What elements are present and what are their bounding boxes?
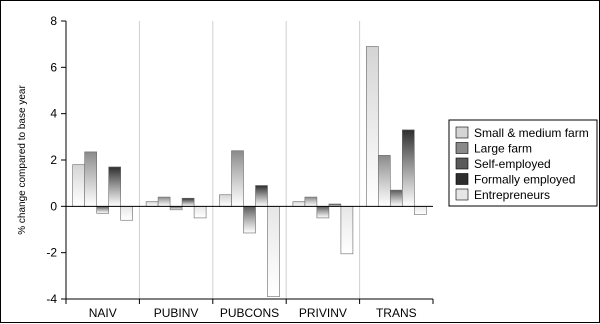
bar-privinv-series-1 [292, 201, 306, 207]
bar-privinv-series-3 [316, 206, 330, 219]
bar-naiv-series-5 [120, 206, 133, 221]
bar-pubcons-series-1 [219, 194, 232, 207]
legend-entry: Entrepreneurs [474, 188, 550, 202]
bar-trans-series-3 [389, 189, 403, 207]
legend-swatch [455, 188, 469, 201]
y-axis-label: % change compared to base year [17, 85, 28, 235]
bar-pubinv-series-2 [157, 196, 171, 207]
bar-trans-series-1 [365, 46, 379, 207]
bar-pubcons-series-3 [243, 206, 256, 234]
bar-privinv-series-5 [340, 206, 354, 255]
bar-naiv-series-1 [72, 164, 85, 207]
y-tick-label: 8 [50, 14, 57, 28]
legend-entry: Formally employed [474, 173, 575, 187]
legend-entry: Self-employed [474, 157, 551, 171]
bar-privinv-series-2 [304, 196, 318, 207]
y-tick-label: 0 [50, 199, 57, 213]
y-tick-label: 6 [50, 60, 57, 74]
y-tick-label: -4 [46, 292, 57, 306]
legend-box [448, 119, 598, 207]
bar-pubinv-series-1 [145, 201, 159, 207]
category-label: PUBINV [154, 306, 199, 320]
bar-pubinv-series-4 [181, 197, 195, 207]
bar-pubcons-series-5 [267, 206, 280, 297]
bar-naiv-series-2 [84, 151, 97, 207]
y-tick-label: -2 [46, 246, 57, 260]
bar-naiv-series-3 [96, 206, 109, 214]
category-label: PUBCONS [220, 306, 279, 320]
bar-pubinv-series-5 [193, 206, 207, 219]
category-label: PRIVINV [299, 306, 347, 320]
category-label: NAIV [89, 306, 117, 320]
bar-pubcons-series-4 [255, 185, 268, 207]
bar-trans-series-5 [413, 206, 427, 215]
bar-pubinv-series-3 [169, 206, 183, 211]
y-tick-label: 4 [50, 107, 57, 121]
legend-swatch [455, 126, 469, 139]
legend-swatch [455, 142, 469, 154]
bar-naiv-series-4 [108, 166, 121, 207]
legend-entry: Large farm [474, 142, 532, 156]
legend-entry: Small & medium farm [474, 126, 589, 140]
bar-trans-series-2 [377, 155, 391, 207]
legend: Small & medium farm Large farmSelf-employ… [448, 119, 598, 207]
bar-trans-series-4 [401, 129, 415, 207]
category-label: TRANS [376, 306, 417, 320]
legend-swatch [455, 157, 469, 170]
y-tick-label: 2 [50, 153, 57, 167]
bar-pubcons-series-2 [231, 150, 244, 207]
legend-swatch [455, 173, 469, 185]
